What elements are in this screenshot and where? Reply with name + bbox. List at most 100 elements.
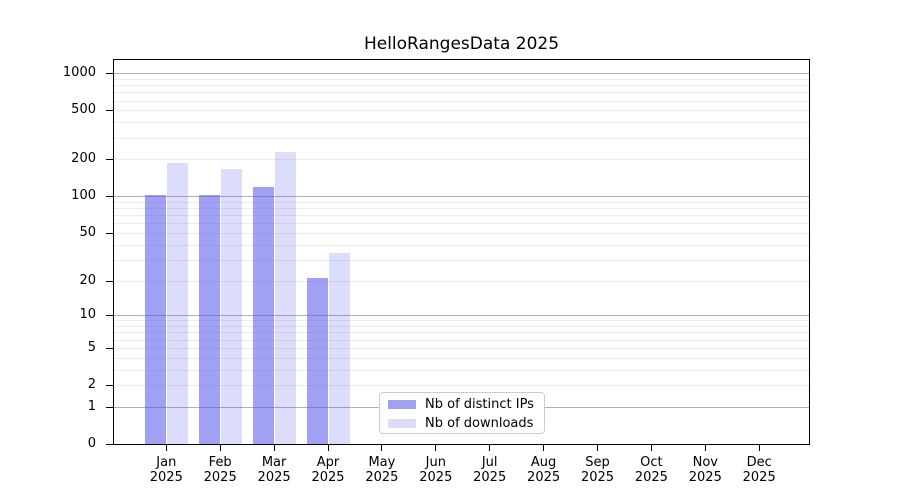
y-tick-20 bbox=[106, 280, 113, 282]
x-tick-jun bbox=[435, 445, 437, 451]
x-tick-oct bbox=[650, 445, 652, 451]
x-tick-label-aug: Aug 2025 bbox=[514, 455, 574, 485]
x-tick-month: Oct bbox=[640, 455, 663, 470]
legend-swatch-downloads bbox=[388, 419, 416, 428]
gridline-minor-70 bbox=[114, 215, 809, 217]
gridline-major-1000 bbox=[114, 73, 809, 75]
x-tick-month: Feb bbox=[208, 455, 232, 470]
gridline-minor-700 bbox=[114, 92, 809, 94]
x-tick-year: 2025 bbox=[149, 470, 183, 485]
x-tick-aug bbox=[543, 445, 545, 451]
legend-label-distinct-ips: Nb of distinct IPs bbox=[425, 397, 534, 412]
x-tick-label-feb: Feb 2025 bbox=[190, 455, 250, 485]
x-tick-year: 2025 bbox=[419, 470, 453, 485]
gridline-major-100 bbox=[114, 196, 809, 198]
x-tick-month: Jan bbox=[156, 455, 177, 470]
x-tick-month: Apr bbox=[316, 455, 340, 470]
gridline-minor-30 bbox=[114, 259, 809, 261]
gridline-minor-3 bbox=[114, 369, 809, 371]
y-tick-label-20: 20 bbox=[79, 272, 96, 288]
y-tick-label-500: 500 bbox=[71, 102, 96, 118]
x-tick-year: 2025 bbox=[634, 470, 668, 485]
gridline-minor-60 bbox=[114, 223, 809, 225]
legend-item-distinct-ips: Nb of distinct IPs bbox=[388, 396, 544, 413]
x-tick-nov bbox=[704, 445, 706, 451]
x-tick-jan bbox=[165, 445, 167, 451]
x-tick-year: 2025 bbox=[688, 470, 722, 485]
y-tick-5 bbox=[106, 347, 113, 349]
x-tick-month: Nov bbox=[692, 455, 718, 470]
y-tick-label-0: 0 bbox=[87, 436, 96, 451]
y-tick-1000 bbox=[106, 73, 113, 75]
legend: Nb of distinct IPs Nb of downloads bbox=[379, 392, 545, 434]
x-tick-mar bbox=[273, 445, 275, 451]
x-tick-year: 2025 bbox=[203, 470, 237, 485]
gridline-minor-40 bbox=[114, 244, 809, 246]
y-tick-10 bbox=[106, 315, 113, 317]
plot-area bbox=[113, 59, 810, 445]
y-tick-1 bbox=[106, 406, 113, 408]
x-tick-label-dec: Dec 2025 bbox=[729, 455, 789, 485]
y-tick-200 bbox=[106, 159, 113, 161]
gridline-minor-9 bbox=[114, 320, 809, 322]
gridline-minor-7 bbox=[114, 332, 809, 334]
y-tick-100 bbox=[106, 196, 113, 198]
y-tick-label-1000: 1000 bbox=[62, 65, 96, 81]
bar-distinct-ips-jan bbox=[144, 194, 166, 444]
x-tick-month: Dec bbox=[746, 455, 772, 470]
gridline-minor-90 bbox=[114, 201, 809, 203]
gridline-minor-6 bbox=[114, 339, 809, 341]
x-tick-apr bbox=[327, 445, 329, 451]
x-axis: Jan 2025 Feb 2025 Mar 2025 Apr 2025 May 2025 Jun 20… bbox=[114, 445, 809, 500]
bar-downloads-mar bbox=[274, 151, 296, 444]
gridline-minor-50 bbox=[114, 233, 809, 234]
x-tick-year: 2025 bbox=[742, 470, 776, 485]
chart-title: HelloRangesData 2025 bbox=[363, 34, 560, 54]
gridline-minor-80 bbox=[114, 208, 809, 210]
x-tick-label-nov: Nov 2025 bbox=[675, 455, 735, 485]
bar-distinct-ips-feb bbox=[198, 194, 220, 444]
x-tick-month: May bbox=[368, 455, 396, 470]
x-tick-label-may: May 2025 bbox=[352, 455, 412, 485]
gridline-minor-400 bbox=[114, 122, 809, 124]
gridline-minor-300 bbox=[114, 137, 809, 139]
x-tick-month: Aug bbox=[530, 455, 557, 470]
x-tick-year: 2025 bbox=[257, 470, 291, 485]
legend-swatch-distinct-ips bbox=[388, 400, 416, 409]
gridline-minor-2 bbox=[114, 385, 809, 386]
gridline-minor-5 bbox=[114, 347, 809, 349]
gridline-minor-200 bbox=[114, 159, 809, 161]
bar-downloads-jan bbox=[166, 163, 188, 444]
x-tick-label-jul: Jul 2025 bbox=[460, 455, 520, 485]
x-tick-may bbox=[381, 445, 383, 451]
x-tick-year: 2025 bbox=[527, 470, 561, 485]
gridline-minor-600 bbox=[114, 100, 809, 102]
x-tick-label-apr: Apr 2025 bbox=[298, 455, 358, 485]
y-tick-2 bbox=[106, 385, 113, 386]
x-tick-sep bbox=[597, 445, 598, 451]
x-tick-jul bbox=[489, 445, 491, 451]
y-tick-label-100: 100 bbox=[71, 188, 96, 204]
y-tick-label-200: 200 bbox=[71, 151, 96, 167]
x-tick-label-oct: Oct 2025 bbox=[621, 455, 681, 485]
gridline-minor-500 bbox=[114, 110, 809, 112]
gridline-minor-20 bbox=[114, 280, 809, 282]
gridline-major-10 bbox=[114, 315, 809, 317]
x-tick-year: 2025 bbox=[365, 470, 399, 485]
legend-label-downloads: Nb of downloads bbox=[425, 416, 534, 431]
y-tick-label-50: 50 bbox=[79, 225, 96, 240]
x-tick-month: Mar bbox=[261, 455, 287, 470]
x-tick-label-mar: Mar 2025 bbox=[244, 455, 304, 485]
y-tick-label-5: 5 bbox=[87, 339, 96, 355]
y-tick-0 bbox=[106, 444, 113, 445]
bar-downloads-apr bbox=[328, 253, 350, 444]
x-tick-month: Sep bbox=[585, 455, 610, 470]
y-tick-label-2: 2 bbox=[87, 377, 96, 392]
x-tick-feb bbox=[219, 445, 221, 451]
gridline-minor-900 bbox=[114, 78, 809, 80]
y-axis: 0 1 2 5 10 20 50 100 200 500 1000 bbox=[0, 60, 113, 451]
x-tick-year: 2025 bbox=[580, 470, 615, 485]
y-tick-500 bbox=[106, 110, 113, 112]
bar-distinct-ips-mar bbox=[252, 186, 274, 444]
